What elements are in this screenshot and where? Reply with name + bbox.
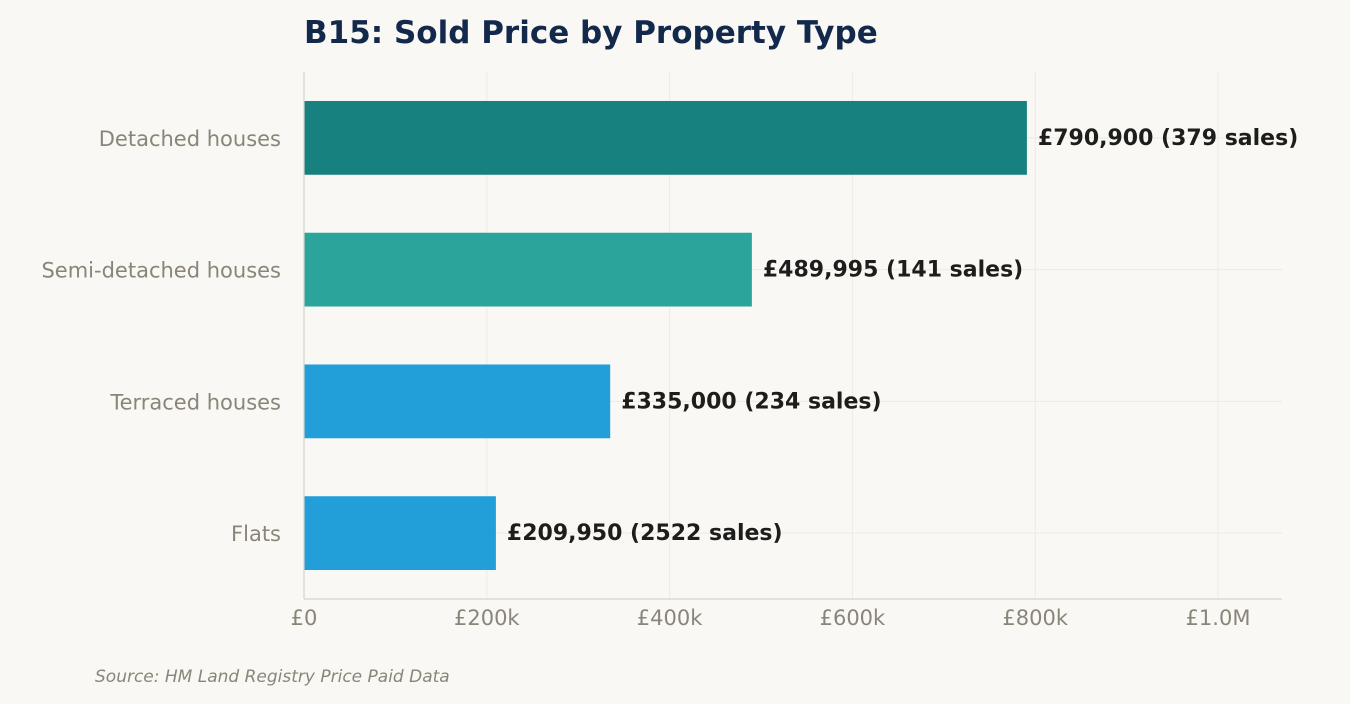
category-label: Detached houses <box>99 127 281 151</box>
data-label: £790,900 (379 sales) <box>1038 126 1298 151</box>
x-tick-label: £800k <box>1002 606 1068 630</box>
x-tick-label: £400k <box>637 606 703 630</box>
category-label: Flats <box>231 522 281 546</box>
category-label: Semi-detached houses <box>41 259 281 283</box>
chart-title: B15: Sold Price by Property Type <box>304 15 878 51</box>
axis-layer: Detached houses Semi-detached houses Terra… <box>41 72 1282 630</box>
bar-detached-houses <box>304 100 1027 175</box>
bar-flats <box>304 496 496 571</box>
bars-layer: £790,900 (379 sales) £489,995 (141 sales)… <box>304 100 1298 571</box>
x-tick-label: £1.0M <box>1186 606 1251 630</box>
source-note: Source: HM Land Registry Price Paid Data <box>95 667 450 687</box>
bar-semi-detached-houses <box>304 232 752 307</box>
bar-terraced-houses <box>304 364 611 439</box>
x-tick-label: £600k <box>820 606 886 630</box>
data-label: £335,000 (234 sales) <box>621 389 881 414</box>
category-label: Terraced houses <box>109 390 281 414</box>
data-label: £209,950 (2522 sales) <box>507 521 783 546</box>
x-tick-label: £0 <box>291 606 318 630</box>
x-tick-label: £200k <box>454 606 520 630</box>
data-label: £489,995 (141 sales) <box>763 258 1023 283</box>
